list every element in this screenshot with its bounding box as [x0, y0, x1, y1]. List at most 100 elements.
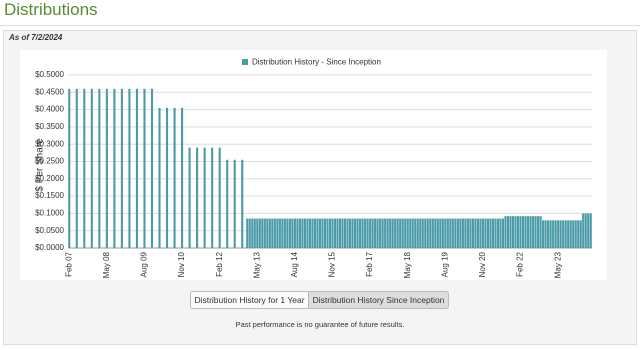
bar [476, 218, 479, 248]
bar [577, 220, 580, 248]
x-tick-label: Nov 10 [177, 251, 186, 277]
bar [514, 216, 517, 248]
bar [579, 220, 582, 248]
y-tick-label: $0.2500 [35, 157, 64, 166]
bar [471, 218, 474, 248]
bar [261, 218, 264, 248]
legend-swatch [242, 59, 248, 65]
bar [288, 218, 291, 248]
bar [509, 216, 512, 248]
bar [524, 216, 527, 248]
bar [501, 218, 505, 248]
footnote: Past performance is no guarantee of futu… [235, 320, 405, 329]
as-of-date: As of 7/2/2024 [9, 33, 63, 42]
bar [323, 218, 327, 248]
bar [268, 218, 271, 248]
bar [552, 220, 555, 248]
bar [519, 216, 522, 248]
bar [384, 218, 387, 248]
bar [542, 220, 545, 248]
bar [349, 218, 352, 248]
bar [333, 218, 337, 248]
bar [173, 107, 176, 249]
bar [479, 218, 482, 248]
y-tick-label: $0.0000 [35, 243, 64, 252]
bar [434, 218, 437, 248]
bar [386, 218, 389, 248]
bar [321, 218, 324, 248]
bar [105, 88, 108, 248]
bar [381, 218, 384, 248]
bar [298, 218, 301, 248]
bar [293, 218, 296, 248]
y-tick-label: $0.4000 [35, 105, 64, 114]
bar [361, 218, 364, 248]
bar [165, 107, 169, 249]
bar [248, 218, 251, 248]
bar [562, 220, 565, 248]
divider [0, 25, 640, 26]
bar [281, 218, 284, 248]
bar [506, 216, 510, 248]
legend-label: Distribution History - Since Inception [252, 58, 381, 67]
range-button[interactable]: Distribution History for 1 Year [190, 291, 309, 309]
bar [504, 216, 507, 248]
bar [549, 220, 552, 248]
bar [436, 218, 439, 248]
bar [246, 218, 249, 248]
bar [346, 218, 349, 248]
bar [444, 218, 447, 248]
bar [356, 218, 359, 248]
bar [441, 218, 444, 248]
bar [316, 218, 319, 248]
bar [399, 218, 402, 248]
bar [308, 218, 311, 248]
bar [486, 218, 490, 248]
bar [306, 218, 309, 248]
bar [572, 220, 575, 248]
y-tick-label: $0.5000 [35, 70, 64, 79]
bar [364, 218, 367, 248]
bar [521, 216, 525, 248]
bar [401, 218, 404, 248]
bar [188, 147, 191, 248]
x-tick-label: May 08 [102, 251, 111, 278]
bar [258, 218, 261, 248]
x-tick-label: Nov 20 [478, 251, 487, 277]
bar [466, 218, 469, 248]
bar [158, 107, 161, 249]
bar [271, 218, 274, 248]
bar [266, 218, 269, 248]
bar [409, 218, 412, 248]
bar [499, 218, 502, 248]
bar [416, 218, 419, 248]
bar [291, 218, 294, 248]
bar [296, 218, 299, 248]
bar [414, 218, 417, 248]
bar [456, 218, 459, 248]
bar [446, 218, 449, 248]
bar [419, 218, 422, 248]
bar [343, 218, 347, 248]
bar [529, 216, 532, 248]
bar [98, 88, 101, 248]
bar [421, 218, 424, 248]
bar [366, 218, 369, 248]
bar [283, 218, 286, 248]
y-tick-label: $0.0500 [35, 226, 64, 235]
bar [544, 220, 547, 248]
x-tick-label: May 18 [403, 251, 412, 278]
bar [394, 218, 397, 248]
bar [369, 218, 372, 248]
bar [251, 218, 254, 248]
bar [469, 218, 472, 248]
bar [311, 218, 314, 248]
bar [338, 218, 342, 248]
bar [256, 218, 259, 248]
x-tick-label: Nov 15 [328, 251, 337, 277]
bar [454, 218, 457, 248]
bar [341, 218, 344, 248]
range-button[interactable]: Distribution History Since Inception [308, 291, 449, 309]
bar [318, 218, 322, 248]
